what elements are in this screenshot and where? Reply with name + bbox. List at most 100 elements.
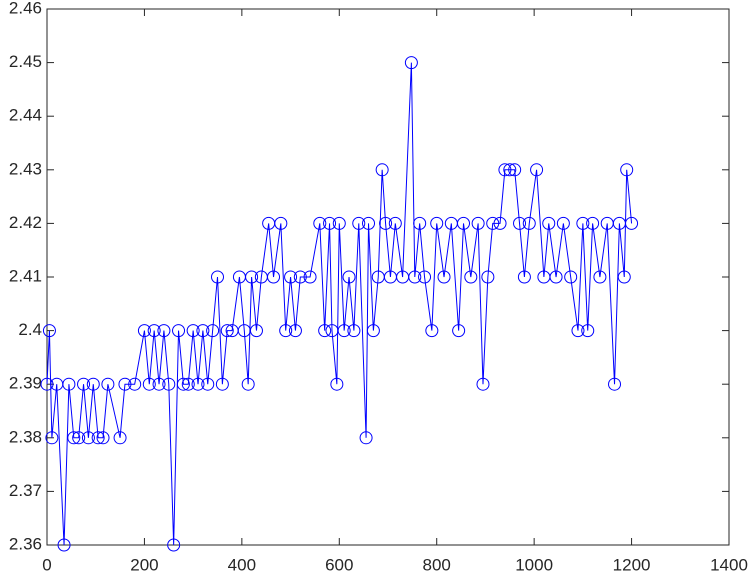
data-point — [549, 270, 563, 284]
data-point — [418, 270, 432, 284]
data-point — [581, 324, 595, 338]
data-point — [181, 377, 195, 391]
data-point — [476, 377, 490, 391]
data-point — [437, 270, 451, 284]
data-point — [508, 163, 522, 177]
data-point — [274, 216, 288, 230]
data-point — [267, 270, 281, 284]
data-point — [337, 324, 351, 338]
data-point — [249, 324, 263, 338]
x-tick-label: 0 — [42, 555, 51, 574]
data-point — [81, 431, 95, 445]
data-point — [379, 216, 393, 230]
data-point — [288, 324, 302, 338]
data-point — [245, 270, 259, 284]
data-point — [457, 216, 471, 230]
data-point — [347, 324, 361, 338]
data-point — [430, 216, 444, 230]
data-point — [186, 324, 200, 338]
data-point — [530, 163, 544, 177]
data-point — [62, 377, 76, 391]
data-point — [388, 216, 402, 230]
y-tick-label: 2.4 — [18, 320, 42, 339]
data-point — [196, 324, 210, 338]
data-point — [556, 216, 570, 230]
data-point — [293, 270, 307, 284]
data-point — [162, 377, 176, 391]
data-point — [481, 270, 495, 284]
data-point — [279, 324, 293, 338]
y-tick-label: 2.43 — [9, 159, 42, 178]
data-point — [330, 377, 344, 391]
data-point — [498, 163, 512, 177]
x-tick-label: 1200 — [613, 555, 651, 574]
data-point — [586, 216, 600, 230]
data-line — [46, 62, 633, 546]
y-tick-label: 2.36 — [9, 534, 42, 553]
x-tick-label: 1400 — [710, 555, 748, 574]
data-point — [77, 377, 91, 391]
data-point — [67, 431, 81, 445]
data-point — [493, 216, 507, 230]
data-point — [137, 324, 151, 338]
data-point — [464, 270, 478, 284]
data-point — [352, 216, 366, 230]
data-point — [91, 431, 105, 445]
data-point — [142, 377, 156, 391]
data-point — [608, 377, 622, 391]
y-tick-label: 2.37 — [9, 481, 42, 500]
y-tick-label: 2.44 — [9, 106, 42, 125]
data-point — [503, 163, 517, 177]
data-point — [517, 270, 531, 284]
x-tick-label: 800 — [423, 555, 451, 574]
data-point — [118, 377, 132, 391]
data-point — [408, 270, 422, 284]
data-point — [542, 216, 556, 230]
y-tick-label: 2.38 — [9, 427, 42, 446]
x-tick-label: 600 — [325, 555, 353, 574]
data-point — [452, 324, 466, 338]
data-point — [486, 216, 500, 230]
y-tick-label: 2.42 — [9, 213, 42, 232]
y-tick-label: 2.41 — [9, 266, 42, 285]
data-point — [593, 270, 607, 284]
data-point — [176, 377, 190, 391]
data-point — [167, 538, 181, 552]
data-point — [362, 216, 376, 230]
data-point — [513, 216, 527, 230]
data-point — [332, 216, 346, 230]
data-point — [564, 270, 578, 284]
data-point — [211, 270, 224, 284]
data-point — [625, 216, 639, 230]
data-point — [206, 324, 220, 338]
y-tick-label: 2.39 — [9, 374, 42, 393]
data-point — [620, 163, 634, 177]
data-point — [40, 377, 54, 391]
x-tick-label: 400 — [228, 555, 256, 574]
data-point — [425, 324, 439, 338]
data-point — [57, 538, 71, 552]
y-tick-label: 2.45 — [9, 52, 42, 71]
data-point — [72, 431, 86, 445]
data-point — [413, 216, 427, 230]
data-point — [157, 324, 171, 338]
data-point — [323, 216, 337, 230]
data-point — [571, 324, 585, 338]
data-point — [318, 324, 332, 338]
data-point — [617, 270, 631, 284]
data-point — [359, 431, 373, 445]
data-point — [201, 377, 215, 391]
data-point — [45, 431, 59, 445]
data-point — [215, 377, 229, 391]
data-point — [471, 216, 485, 230]
data-point — [375, 163, 389, 177]
x-tick-label: 1000 — [515, 555, 553, 574]
data-point — [42, 324, 56, 338]
data-point — [128, 377, 142, 391]
data-point — [220, 324, 234, 338]
data-point — [113, 431, 127, 445]
data-point — [86, 377, 100, 391]
data-point — [576, 216, 590, 230]
data-point — [191, 377, 205, 391]
